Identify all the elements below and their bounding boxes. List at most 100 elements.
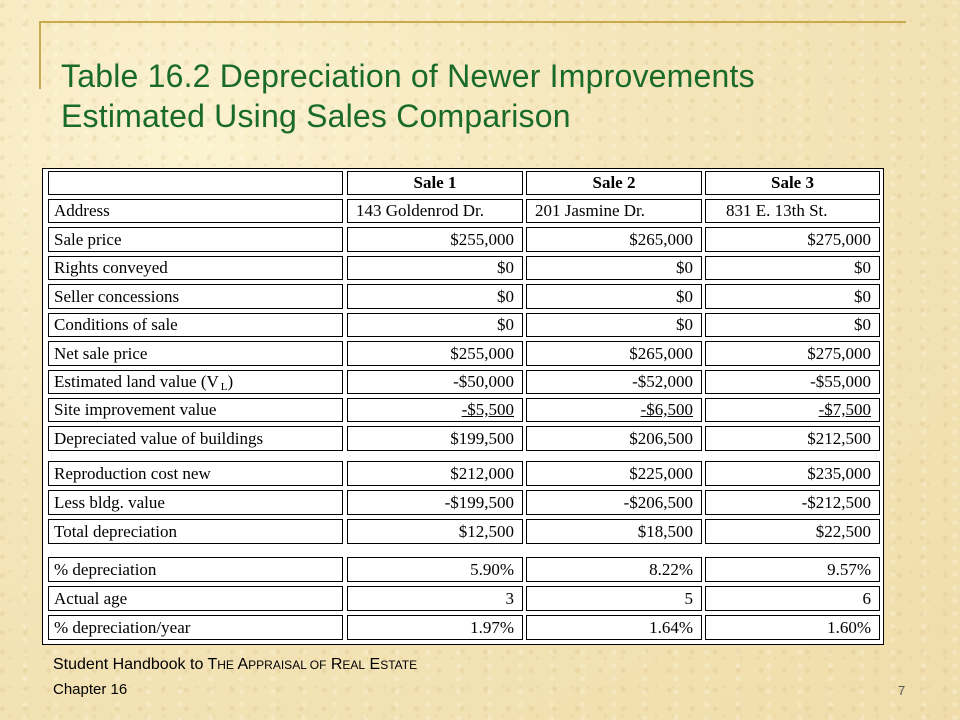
row-label: Rights conveyed [48,256,343,280]
cell-sale-2: $0 [526,284,702,309]
table-row-depreciated-value-of-buildings: Depreciated value of buildings $199,500 … [43,424,883,453]
cell-sale-3: -$7,500 [705,398,880,422]
cell-sale-3: $0 [705,256,880,280]
cell-sale-1: $0 [347,284,523,309]
footer-book-eal: EAL [342,658,366,672]
cell-sale-1: 3 [347,586,523,611]
row-label-subscript: L [220,381,228,393]
table-row-percent-depreciation: % depreciation 5.90% 8.22% 9.57% [43,555,883,584]
cell-sale-2: 5 [526,586,702,611]
row-label-end: ) [227,372,234,391]
table-row-rights-conveyed: Rights conveyed $0 $0 $0 [43,254,883,282]
cell-sale-1: $212,000 [347,461,523,486]
table-row-less-bldg-value: Less bldg. value -$199,500 -$206,500 -$2… [43,488,883,517]
cell-sale-3: $212,500 [705,426,880,451]
title-line-1: Table 16.2 Depreciation of Newer Improve… [61,58,755,94]
cell-sale-2: -$6,500 [526,398,702,422]
cell-sale-1: $12,500 [347,519,523,544]
footer-book-of: OF [306,658,327,672]
footer-book-e: E [365,656,381,673]
cell-sale-1: $199,500 [347,426,523,451]
footer-book-title: Student Handbook to THE APPRAISAL OF REA… [53,656,417,674]
slide-title: Table 16.2 Depreciation of Newer Improve… [61,56,921,136]
cell-sale-3: 831 E. 13th St. [705,199,880,223]
cell-sale-3: -$212,500 [705,490,880,515]
table-row-reproduction-cost-new: Reproduction cost new $212,000 $225,000 … [43,459,883,488]
footer-chapter: Chapter 16 [53,681,128,698]
footer-book-state: STATE [380,658,418,672]
cell-sale-1: -$50,000 [347,370,523,394]
cell-sale-2: 201 Jasmine Dr. [526,199,702,223]
cell-sale-2: $18,500 [526,519,702,544]
cell-sale-3: -$55,000 [705,370,880,394]
table-row-estimated-land-value: Estimated land value (V L ) -$50,000 -$5… [43,368,883,396]
row-label: Depreciated value of buildings [48,426,343,451]
table-row-actual-age: Actual age 3 5 6 [43,584,883,613]
footer-book-ppraisal: PPRAISAL [248,658,307,672]
cell-sale-1: $255,000 [347,341,523,366]
cell-value: -$6,500 [640,400,693,419]
row-label: Total depreciation [48,519,343,544]
table-row-total-depreciation: Total depreciation $12,500 $18,500 $22,5… [43,517,883,546]
cell-sale-1: 1.97% [347,615,523,640]
cell-sale-3: $0 [705,284,880,309]
cell-sale-2: $0 [526,256,702,280]
row-label: % depreciation [48,557,343,582]
header-sale-1: Sale 1 [347,171,523,195]
row-label: Conditions of sale [48,313,343,337]
frame-left-line [39,21,41,89]
footer-book-he: HE [217,658,234,672]
table-row-conditions-of-sale: Conditions of sale $0 $0 $0 [43,311,883,339]
cell-value: -$5,500 [461,400,514,419]
row-label: % depreciation/year [48,615,343,640]
cell-sale-2: -$206,500 [526,490,702,515]
cell-sale-2: 8.22% [526,557,702,582]
table-header-row: Sale 1 Sale 2 Sale 3 [43,169,883,197]
cell-sale-1: $0 [347,256,523,280]
frame-top-line [40,21,906,23]
row-label: Address [48,199,343,223]
cell-sale-2: $265,000 [526,341,702,366]
cell-sale-1: $255,000 [347,227,523,252]
cell-sale-2: 1.64% [526,615,702,640]
cell-sale-2: $0 [526,313,702,337]
row-label: Actual age [48,586,343,611]
row-label: Seller concessions [48,284,343,309]
table-row-net-sale-price: Net sale price $255,000 $265,000 $275,00… [43,339,883,368]
page-number: 7 [898,683,906,698]
cell-sale-2: $225,000 [526,461,702,486]
cell-sale-3: 1.60% [705,615,880,640]
cell-sale-3: $275,000 [705,341,880,366]
cell-sale-3: $235,000 [705,461,880,486]
row-label: Reproduction cost new [48,461,343,486]
table-row-address: Address 143 Goldenrod Dr. 201 Jasmine Dr… [43,197,883,225]
row-label: Less bldg. value [48,490,343,515]
header-sale-2: Sale 2 [526,171,702,195]
cell-sale-1: 143 Goldenrod Dr. [347,199,523,223]
header-sale-3: Sale 3 [705,171,880,195]
cell-sale-3: $275,000 [705,227,880,252]
cell-sale-1: $0 [347,313,523,337]
header-cell-empty [48,171,343,195]
cell-sale-1: 5.90% [347,557,523,582]
footer-book-r: R [326,656,343,673]
cell-sale-2: $206,500 [526,426,702,451]
cell-sale-3: $0 [705,313,880,337]
cell-value: -$7,500 [818,400,871,419]
row-label: Estimated land value (V L ) [48,370,343,394]
cell-sale-3: 6 [705,586,880,611]
cell-sale-3: $22,500 [705,519,880,544]
row-label-text: Estimated land value (V [54,372,219,391]
row-label: Sale price [48,227,343,252]
row-label: Site improvement value [48,398,343,422]
table-row-seller-concessions: Seller concessions $0 $0 $0 [43,282,883,311]
cell-sale-3: 9.57% [705,557,880,582]
footer-book-a: A [233,656,249,673]
table-row-sale-price: Sale price $255,000 $265,000 $275,000 [43,225,883,254]
footer-book-prefix: Student Handbook to T [53,656,218,673]
cell-sale-2: -$52,000 [526,370,702,394]
table-row-site-improvement-value: Site improvement value -$5,500 -$6,500 -… [43,396,883,424]
row-label: Net sale price [48,341,343,366]
cell-sale-1: -$199,500 [347,490,523,515]
depreciation-table: Sale 1 Sale 2 Sale 3 Address 143 Goldenr… [42,168,884,645]
